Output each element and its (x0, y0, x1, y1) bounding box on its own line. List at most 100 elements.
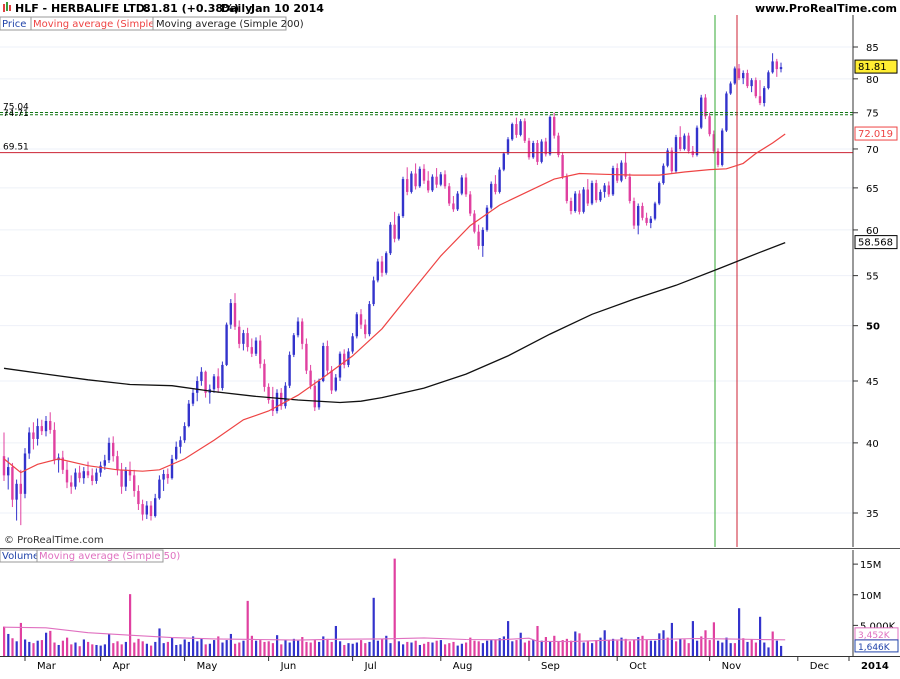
volume-bar (649, 640, 652, 656)
volume-bar (481, 643, 484, 656)
volume-bar (217, 636, 220, 656)
volume-bar (267, 641, 270, 656)
volume-bar (372, 597, 375, 656)
price-candle (397, 216, 400, 239)
volume-bar (120, 644, 123, 656)
price-candle (380, 261, 384, 273)
price-candle (721, 130, 724, 165)
site-url[interactable]: www.ProRealTime.com (755, 2, 897, 15)
price-candle (288, 354, 291, 386)
volume-bar (204, 644, 207, 656)
volume-bar (494, 639, 497, 656)
price-tick-label: 70 (866, 145, 879, 156)
volume-bar (666, 637, 669, 656)
price-candle (494, 183, 497, 192)
volume-bar (360, 640, 363, 656)
volume-bar (351, 643, 354, 656)
volume-bar (641, 635, 644, 656)
price-candle (590, 183, 594, 204)
price-candle (679, 137, 682, 149)
volume-bar (263, 641, 266, 656)
volume-bar (389, 643, 392, 656)
price-candle (149, 505, 153, 517)
volume-bar (742, 638, 745, 656)
volume-bar (213, 640, 216, 656)
time-tick-label: Aug (453, 661, 473, 672)
price-candle (120, 469, 123, 487)
price-candle (737, 68, 741, 79)
price-candle (599, 191, 602, 201)
legend-volume[interactable]: Volume (2, 551, 39, 562)
price-candle (217, 376, 220, 389)
price-candle (666, 150, 669, 166)
price-candle (175, 446, 178, 459)
price-candle (439, 174, 442, 185)
legend-volume-ma[interactable]: Moving average (Simple 50) (39, 551, 180, 562)
level-label-dashed-a: 75.04 (3, 102, 29, 112)
volume-bar (129, 594, 132, 656)
volume-bar (355, 642, 358, 656)
price-candle (422, 168, 426, 181)
volume-bar (116, 641, 119, 656)
volume-bar (612, 638, 615, 656)
price-candle (775, 61, 778, 70)
volume-bar (519, 632, 522, 656)
price-candle (351, 336, 354, 352)
volume-bar (645, 640, 648, 656)
time-tick-label: Nov (722, 661, 742, 672)
volume-bar (221, 642, 224, 656)
legend-ma50[interactable]: Moving average (Simple 50) (33, 19, 174, 30)
price-candle (750, 80, 753, 87)
price-candle (490, 183, 493, 208)
volume-bar (540, 640, 543, 656)
price-candle (36, 426, 39, 439)
price-candle (527, 140, 531, 158)
volume-bar (292, 638, 295, 656)
volume-bar (305, 641, 308, 656)
price-candle (586, 189, 589, 204)
volume-bar (750, 639, 753, 656)
volume-bar (523, 642, 526, 656)
price-candle (301, 321, 304, 344)
volume-bar (637, 637, 640, 656)
legend-price[interactable]: Price (2, 19, 26, 30)
volume-bar (288, 642, 291, 656)
legend-ma200[interactable]: Moving average (Simple 200) (156, 19, 304, 30)
price-candle (103, 460, 106, 466)
volume-bar (242, 640, 245, 656)
price-candle (74, 472, 77, 487)
price-candle (364, 324, 367, 335)
price-candle (246, 333, 249, 348)
time-tick-label: Jun (280, 661, 297, 672)
time-tick-label: Sep (541, 661, 560, 672)
time-tick-label: Mar (37, 661, 57, 672)
watermark: © ProRealTime.com (4, 535, 104, 546)
price-candle (611, 168, 615, 195)
price-candle (540, 141, 543, 162)
volume-bar (603, 630, 606, 656)
volume-bar (297, 640, 300, 656)
volume-bar (49, 630, 52, 656)
price-candle (641, 205, 644, 218)
volume-bar (137, 638, 140, 656)
price-candle (254, 340, 258, 354)
volume-bar (708, 640, 711, 656)
volume-bar (229, 633, 232, 656)
volume-bar (406, 641, 409, 656)
volume-bar (381, 638, 384, 656)
volume-ma-badge: 3,452K (858, 631, 891, 641)
volume-bar (183, 639, 186, 656)
price-candle (2, 456, 6, 476)
price-candle (578, 193, 581, 212)
volume-bar (591, 643, 594, 656)
price-tick-label: 50 (866, 322, 880, 333)
volume-bar (103, 644, 106, 656)
price-tick-label: 65 (866, 184, 879, 195)
volume-bar (347, 643, 350, 656)
volume-bar (586, 640, 589, 656)
volume-bar (343, 644, 346, 656)
price-candle (238, 326, 241, 344)
volume-bar (19, 622, 22, 656)
volume-ma-line (3, 626, 786, 643)
